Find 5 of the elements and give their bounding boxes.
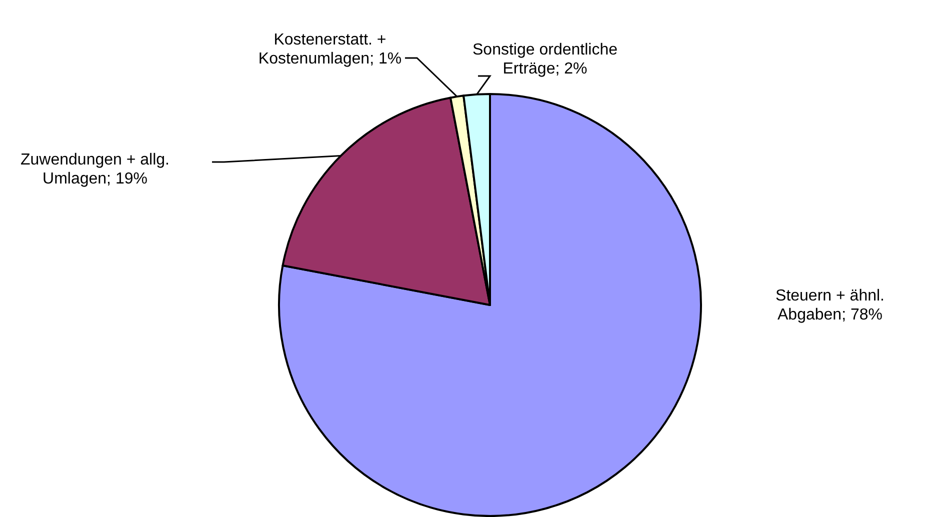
pie-slice — [278, 93, 702, 517]
slice-label: Steuern + ähnl. Abgaben; 78% — [776, 288, 884, 324]
slice-label: Zuwendungen + allg. Umlagen; 19% — [20, 152, 170, 188]
slice-label: Sonstige ordentliche Erträge; 2% — [472, 42, 618, 78]
slice-label: Kostenerstatt. + Kostenumlagen; 1% — [258, 32, 402, 68]
